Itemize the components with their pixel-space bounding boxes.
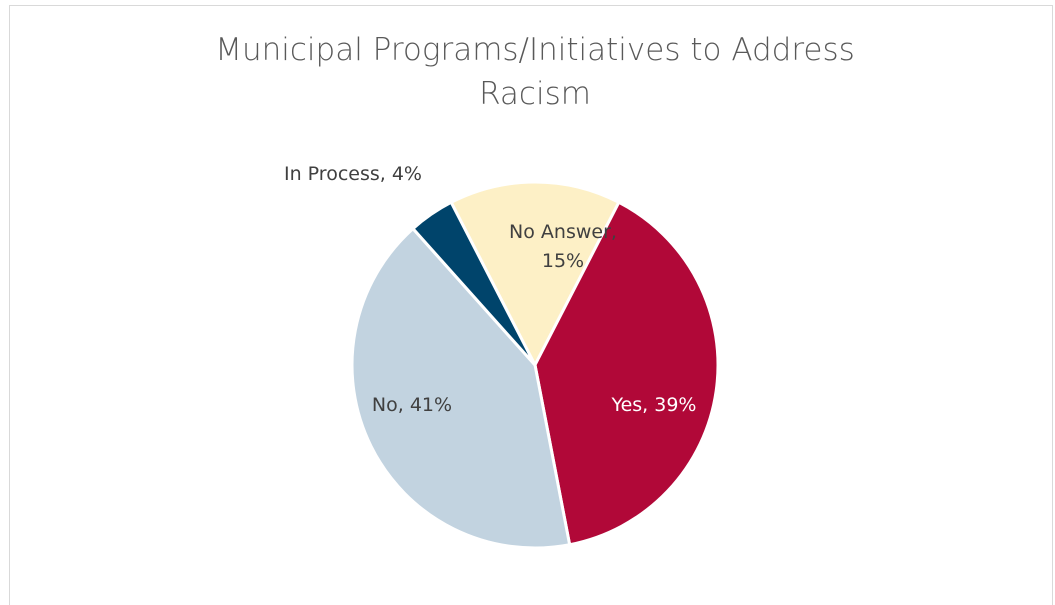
- slice-label-3: In Process, 4%: [284, 163, 422, 185]
- slice-label-0-value: 15%: [542, 250, 584, 272]
- chart-title-line-2: Racism: [479, 76, 591, 112]
- pie-slices: [350, 180, 720, 550]
- pie-labels: No Answer, 15% Yes, 39% No, 41% In Process, …: [284, 163, 696, 416]
- chart-title-line-1: Municipal Programs/Initiatives to Addres…: [215, 32, 855, 68]
- pie-slice-3: [411, 200, 537, 367]
- slice-label-1: Yes, 39%: [611, 394, 697, 416]
- slice-label-2: No, 41%: [372, 394, 452, 416]
- pie-slice-2: [350, 227, 572, 550]
- chart-title: Municipal Programs/Initiatives to Addres…: [0, 28, 1055, 116]
- slice-label-0: No Answer,: [509, 221, 617, 243]
- pie-slice-1: [533, 200, 720, 547]
- pie-slice-0: [449, 180, 621, 367]
